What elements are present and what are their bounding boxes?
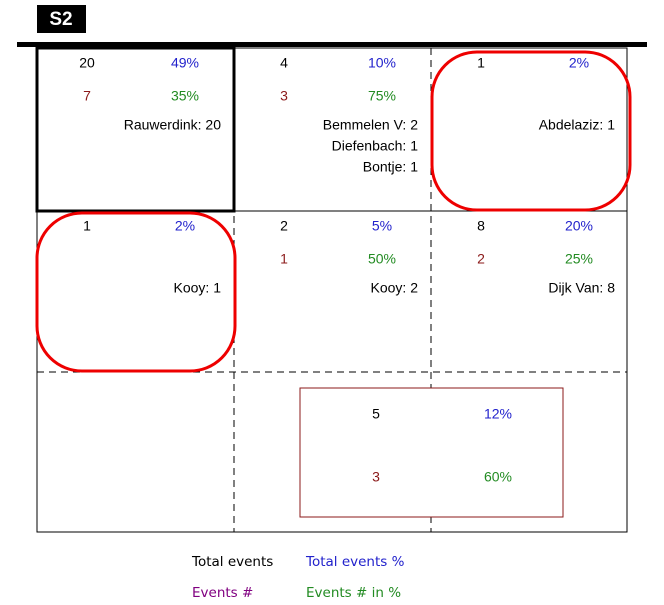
selected-cell (35, 46, 236, 213)
total: 5 (372, 406, 380, 422)
legend-total: Total events (191, 554, 273, 570)
total-pct: 49% (171, 55, 199, 71)
name: Bemmelen V: 2 (323, 117, 418, 133)
name: Abdelaziz: 1 (539, 117, 615, 133)
total: 8 (477, 218, 485, 234)
total-pct: 20% (565, 218, 593, 234)
events: 2 (477, 251, 485, 267)
highlight (430, 50, 632, 212)
name: Diefenbach: 1 (332, 138, 419, 154)
legend-events: Events # (192, 585, 253, 601)
total-pct: 10% (368, 55, 396, 71)
events-pct: 60% (484, 469, 512, 485)
total: 4 (280, 55, 288, 71)
name: Rauwerdink: 20 (124, 117, 221, 133)
legend-events-pct: Events # in % (306, 585, 401, 601)
header-label: S2 (49, 9, 72, 30)
events-pct: 50% (368, 251, 396, 267)
total-pct: 2% (175, 218, 195, 234)
name: Dijk Van: 8 (548, 280, 615, 296)
summary-box (299, 387, 564, 518)
name: Kooy: 1 (174, 280, 222, 296)
total: 20 (79, 55, 95, 71)
total: 1 (477, 55, 485, 71)
name: Kooy: 2 (371, 280, 419, 296)
legend-total-pct: Total events % (305, 554, 405, 570)
header-badge (37, 5, 86, 33)
events-pct: 35% (171, 88, 199, 104)
events: 3 (372, 469, 380, 485)
total: 1 (83, 218, 91, 234)
events: 7 (83, 88, 91, 104)
events-pct: 25% (565, 251, 593, 267)
name: Bontje: 1 (363, 159, 418, 175)
total-pct: 2% (569, 55, 589, 71)
events-pct: 75% (368, 88, 396, 104)
events: 3 (280, 88, 288, 104)
highlight (35, 211, 237, 373)
total-pct: 12% (484, 406, 512, 422)
events: 1 (280, 251, 288, 267)
total-pct: 5% (372, 218, 392, 234)
header-rule (17, 42, 647, 47)
total: 2 (280, 218, 288, 234)
